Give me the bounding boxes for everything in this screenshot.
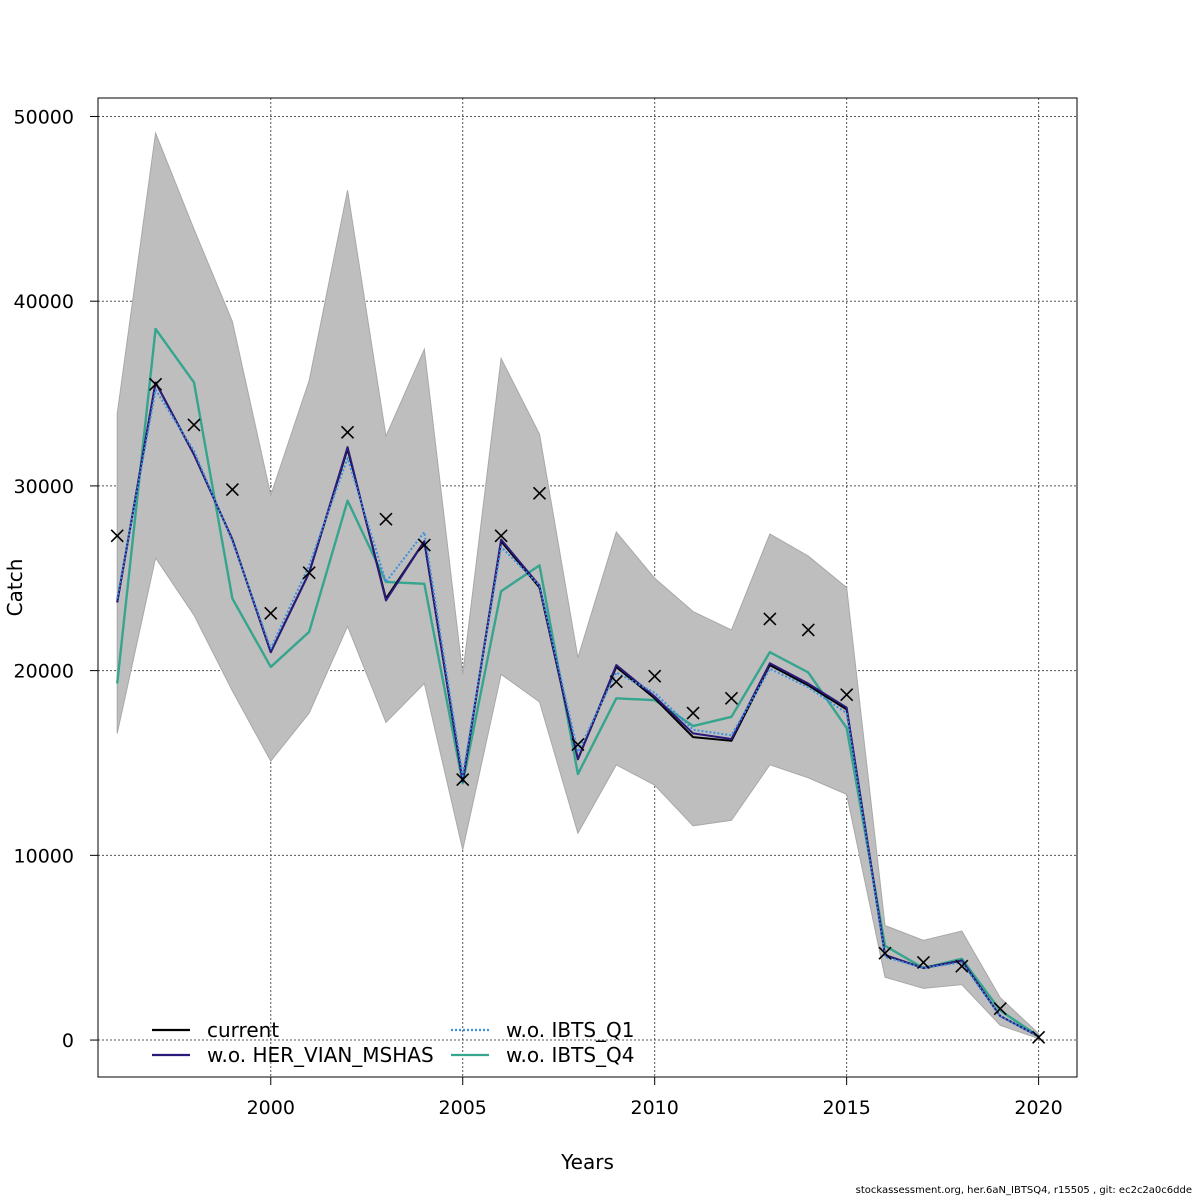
legend-item: current [152, 1018, 279, 1042]
footer-note: stockassessment.org, her.6aN_IBTSQ4, r15… [855, 1185, 1192, 1196]
x-tick-label: 2005 [439, 1097, 487, 1119]
series-line [116, 388, 1040, 1038]
plot-frame [97, 97, 1078, 1078]
y-axis: 0 10000 20000 30000 40000 50000 [14, 106, 98, 1052]
confidence-band-group [116, 131, 1040, 1040]
x-axis: 2000 2005 2010 2015 2020 [247, 1077, 1063, 1119]
observed-point [609, 675, 623, 689]
observed-point [149, 377, 163, 391]
observed-point [840, 688, 854, 702]
x-tick-label: 2020 [1014, 1097, 1062, 1119]
series-line [116, 327, 1040, 1038]
observed-point [110, 529, 124, 543]
legend-item: w.o. IBTS_Q4 [451, 1043, 634, 1067]
observed-point [264, 606, 278, 620]
observed-point [916, 955, 930, 970]
legend-item: w.o. HER_VIAN_MSHAS [152, 1043, 434, 1067]
observed-point [801, 623, 815, 637]
legend-label: current [207, 1018, 279, 1042]
y-tick-label: 10000 [14, 845, 74, 867]
y-tick-label: 40000 [14, 291, 74, 313]
y-tick-label: 0 [62, 1030, 74, 1052]
observed-point [1032, 1030, 1046, 1044]
confidence-band [116, 131, 1040, 1040]
x-axis-title: Years [560, 1150, 614, 1174]
observed-point [993, 1002, 1007, 1016]
observed-point [648, 669, 662, 683]
legend-item: w.o. IBTS_Q1 [451, 1018, 634, 1042]
observed-point [955, 959, 969, 973]
legend-label: w.o. HER_VIAN_MSHAS [207, 1043, 434, 1067]
observed-point [225, 483, 239, 497]
observed-point [379, 512, 393, 526]
y-axis-title: Catch [3, 559, 27, 617]
y-tick-label: 30000 [14, 476, 74, 498]
observed-point [340, 425, 355, 439]
observed-point [763, 612, 777, 626]
observed-point [494, 529, 508, 543]
observed-point [878, 946, 892, 960]
observed-point [417, 538, 431, 552]
observed-point [724, 691, 739, 705]
y-tick-label: 20000 [14, 661, 74, 683]
observed-point [187, 418, 201, 432]
legend-label: w.o. IBTS_Q1 [506, 1018, 634, 1042]
observed-point [456, 773, 470, 787]
observed-point [532, 486, 547, 500]
observed-point [571, 737, 585, 752]
observed-points [110, 377, 1046, 1044]
x-tick-label: 2010 [631, 1097, 679, 1119]
legend-label: w.o. IBTS_Q4 [506, 1043, 634, 1067]
y-tick-label: 50000 [14, 106, 74, 128]
series-lines [116, 327, 1040, 1038]
x-tick-label: 2000 [247, 1097, 295, 1119]
observed-point [302, 566, 316, 580]
x-tick-label: 2015 [822, 1097, 870, 1119]
observed-point [686, 706, 700, 720]
